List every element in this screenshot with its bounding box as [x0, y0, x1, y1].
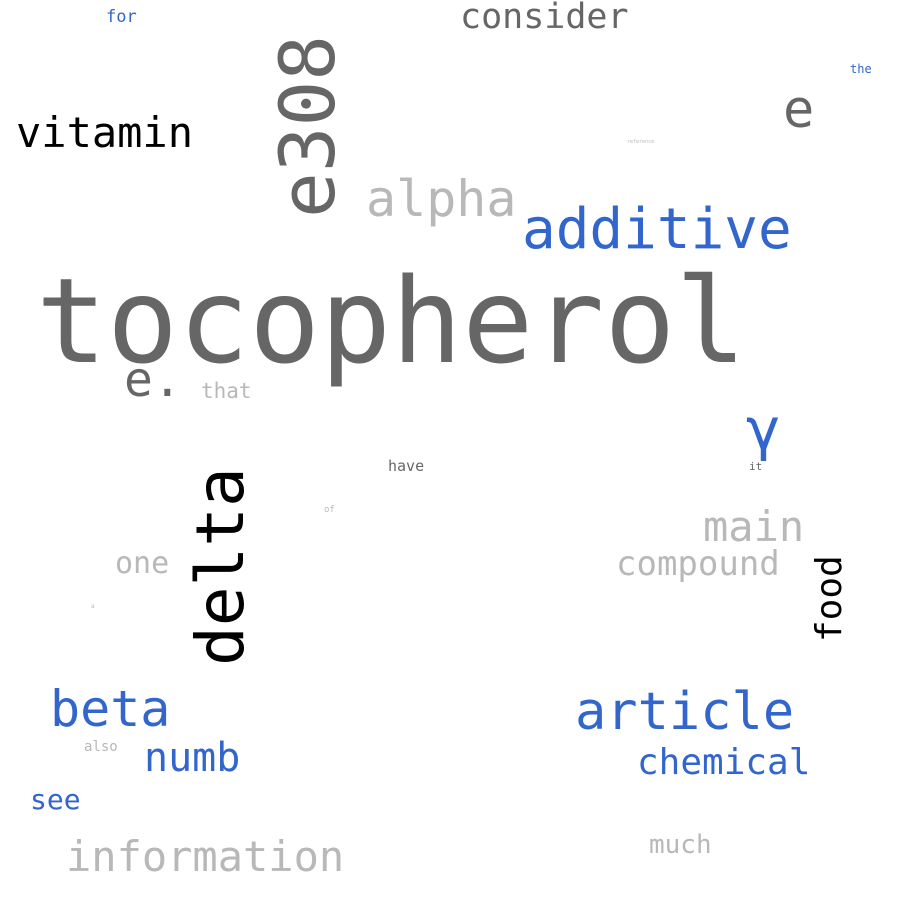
word-e: e [783, 80, 815, 140]
word-gamma: γ [746, 395, 781, 463]
word-main: main [703, 502, 805, 551]
word-reference: reference [627, 139, 655, 145]
word-tiny: a [91, 603, 95, 610]
word-it: it [749, 460, 763, 473]
word-article: article [575, 682, 795, 742]
word-tocopherol: tocopherol [36, 252, 747, 390]
word-e308: e308 [263, 34, 352, 218]
word-much: much [649, 830, 712, 860]
word-also: also [84, 739, 118, 755]
word-see: see [30, 783, 81, 816]
word-information: information [66, 832, 345, 881]
word-delta: delta [182, 467, 259, 666]
word-numb: numb [144, 735, 241, 781]
word-the: the [850, 62, 872, 76]
word-food: food [809, 555, 850, 642]
word-for: for [106, 7, 137, 27]
word-beta: beta [50, 680, 171, 738]
word-alpha: alpha [366, 170, 517, 228]
word-one: one [115, 546, 170, 581]
word-additive: additive [522, 197, 792, 262]
word-e-dot: e. [124, 352, 182, 408]
word-vitamin: vitamin [16, 108, 194, 157]
word-have: have [388, 457, 425, 475]
word-that: that [201, 379, 252, 403]
word-chemical: chemical [637, 742, 811, 783]
word-compound: compound [616, 544, 780, 584]
word-consider: consider [460, 0, 629, 37]
word-of: of [324, 505, 335, 515]
